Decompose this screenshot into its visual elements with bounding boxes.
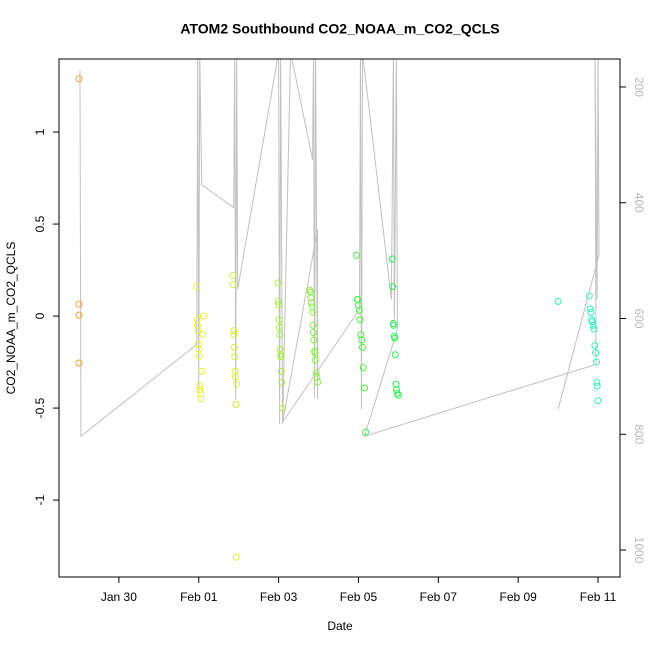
data-point — [195, 345, 203, 353]
data-point — [309, 308, 317, 316]
x-tick-label: Feb 11 — [580, 590, 617, 604]
y2-tick-label: 400 — [632, 193, 646, 213]
data-point — [232, 553, 240, 561]
data-point — [359, 364, 367, 372]
data-point — [75, 311, 83, 319]
data-point — [311, 356, 319, 364]
x-tick-label: Feb 09 — [500, 590, 538, 604]
data-point — [593, 382, 601, 390]
data-point — [554, 297, 562, 305]
x-axis-label: Date — [327, 619, 353, 633]
data-point — [587, 308, 595, 316]
pressure-line — [79, 59, 600, 438]
data-point — [593, 378, 601, 386]
x-tick-label: Feb 03 — [260, 590, 298, 604]
data-point — [198, 367, 206, 375]
data-point — [393, 389, 401, 397]
data-point — [75, 75, 83, 83]
x-tick-label: Jan 30 — [101, 590, 137, 604]
data-point — [196, 386, 204, 394]
data-point — [75, 300, 83, 308]
data-point — [231, 353, 239, 361]
x-tick-label: Feb 07 — [420, 590, 458, 604]
data-point — [200, 312, 208, 320]
data-point — [388, 255, 396, 263]
data-point — [352, 251, 360, 259]
data-point — [229, 327, 237, 335]
y-tick-label: 0 — [33, 312, 47, 319]
data-point — [355, 307, 363, 315]
data-point — [278, 378, 286, 386]
data-point — [275, 301, 283, 309]
y2-tick-label: 200 — [632, 77, 646, 97]
data-point — [194, 327, 202, 335]
data-point — [230, 330, 238, 338]
data-point — [277, 353, 285, 361]
data-point — [274, 279, 282, 287]
data-point — [276, 330, 284, 338]
y2-tick-label: 600 — [632, 308, 646, 328]
data-point — [394, 391, 402, 399]
data-point — [312, 369, 320, 377]
data-point — [592, 349, 600, 357]
plot-area — [75, 59, 602, 561]
data-point — [275, 323, 283, 331]
data-point — [391, 334, 399, 342]
data-point — [309, 329, 317, 337]
data-point — [356, 316, 364, 324]
data-point — [233, 380, 241, 388]
data-point — [589, 321, 597, 329]
y-axis-label: CO2_NOAA_m_CO2_QCLS — [4, 242, 18, 395]
y-tick-label: 0.5 — [33, 215, 47, 232]
data-point — [360, 384, 368, 392]
data-point — [311, 349, 319, 357]
data-point — [590, 325, 598, 333]
data-point — [358, 336, 366, 344]
data-point — [229, 281, 237, 289]
data-point — [279, 404, 287, 412]
data-point — [585, 292, 593, 300]
data-point — [389, 283, 397, 291]
chart-title: ATOM2 Southbound CO2_NOAA_m_CO2_QCLS — [180, 21, 499, 37]
data-point — [274, 297, 282, 305]
data-point — [390, 321, 398, 329]
data-point — [586, 305, 594, 313]
data-point — [196, 382, 204, 390]
data-point — [358, 343, 366, 351]
x-tick-label: Feb 01 — [180, 590, 218, 604]
data-point — [307, 299, 315, 307]
data-point — [588, 318, 596, 326]
y2-tick-label: 800 — [632, 424, 646, 444]
data-point — [310, 336, 318, 344]
y2-tick-label: 1000 — [632, 537, 646, 564]
data-point — [594, 397, 602, 405]
data-point — [229, 272, 237, 280]
data-point — [75, 359, 83, 367]
data-point — [592, 358, 600, 366]
data-point — [232, 400, 240, 408]
data-point — [314, 378, 322, 386]
data-point — [193, 283, 201, 291]
data-point — [197, 395, 205, 403]
data-point — [362, 428, 370, 436]
data-point — [231, 373, 239, 381]
x-tick-label: Feb 05 — [340, 590, 378, 604]
data-point — [195, 353, 203, 361]
data-point — [230, 343, 238, 351]
data-point — [309, 321, 317, 329]
data-point — [391, 351, 399, 359]
y-tick-label: 1 — [33, 128, 47, 135]
data-point — [199, 330, 207, 338]
data-point — [277, 367, 285, 375]
y-tick-label: -0.5 — [33, 397, 47, 418]
y-tick-label: -1 — [33, 494, 47, 505]
data-point — [275, 316, 283, 324]
data-point — [591, 342, 599, 350]
